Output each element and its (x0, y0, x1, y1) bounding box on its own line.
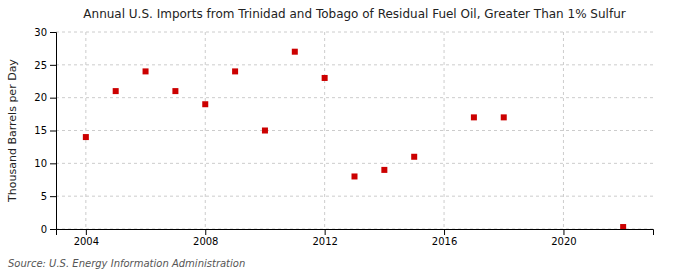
x-axis: 2004 2008 2012 2016 2020 (57, 229, 654, 247)
y-tick-label: 30 (34, 27, 47, 38)
y-tick-mark (50, 98, 56, 99)
grid-line-x (444, 32, 445, 229)
y-axis: 0 5 10 15 20 25 30 (34, 27, 56, 235)
point (471, 114, 477, 120)
y-tick: 25 (34, 60, 56, 71)
grid-line-y (56, 163, 653, 164)
y-tick: 15 (34, 125, 56, 136)
y-tick: 20 (34, 92, 56, 103)
point (411, 154, 417, 160)
point (83, 134, 89, 140)
points (83, 49, 626, 229)
x-tick-label: 2012 (312, 236, 337, 247)
x-tick: 2012 (312, 229, 337, 247)
x-axis-line (57, 230, 654, 236)
y-tick-mark (50, 32, 56, 33)
x-tick-label: 2020 (551, 236, 576, 247)
x-tick-mark (325, 229, 326, 235)
point (501, 114, 507, 120)
point (620, 224, 626, 229)
x-tick-label: 2008 (193, 236, 218, 247)
x-tick-mark (444, 229, 445, 235)
y-tick-label: 5 (41, 191, 47, 202)
y-tick-label: 15 (34, 125, 47, 136)
point (262, 128, 268, 134)
x-tick-label: 2016 (432, 236, 457, 247)
y-tick-mark (50, 65, 56, 66)
chart-container: 2004 2008 2012 2016 2020 0 5 10 15 20 25 30 Annual U… (0, 0, 675, 275)
point (143, 68, 149, 74)
y-tick: 10 (34, 158, 56, 169)
y-axis-line (50, 33, 57, 230)
point (381, 167, 387, 173)
y-tick-label: 0 (41, 224, 47, 235)
plot-area: 2004 2008 2012 2016 2020 0 5 10 15 20 25 30 (34, 27, 653, 247)
title: Annual U.S. Imports from Trinidad and To… (83, 7, 625, 21)
x-tick: 2004 (74, 229, 99, 247)
x-tick: 2016 (432, 229, 457, 247)
grid-line-x (85, 32, 86, 229)
y-tick: 0 (41, 224, 56, 235)
grid-line-x (563, 32, 564, 229)
y-tick: 30 (34, 27, 56, 38)
y-tick-label: 20 (34, 92, 47, 103)
point (232, 68, 238, 74)
y-tick-mark (50, 229, 56, 230)
x-tick-label: 2004 (74, 236, 99, 247)
y-tick-mark (50, 163, 56, 164)
point (322, 75, 328, 81)
grid (56, 32, 653, 229)
y-tick-label: 10 (34, 158, 47, 169)
point (352, 173, 358, 179)
x-tick: 2020 (551, 229, 576, 247)
x-tick-mark (563, 229, 564, 235)
chart: 2004 2008 2012 2016 2020 0 5 10 15 20 25 30 Annual U… (0, 0, 675, 275)
x-tick: 2008 (193, 229, 218, 247)
y-tick-label: 25 (34, 60, 47, 71)
point (292, 49, 298, 55)
point (202, 101, 208, 107)
source-note: Source: U.S. Energy Information Administ… (8, 258, 245, 269)
y-axis-label: Thousand Barrels per Day (6, 59, 19, 203)
point (172, 88, 178, 94)
grid-line-x (324, 32, 325, 229)
grid-line-x (205, 32, 206, 229)
x-tick-mark (205, 229, 206, 235)
y-tick-mark (50, 196, 56, 197)
y-tick: 5 (41, 191, 56, 202)
y-tick-mark (50, 131, 56, 132)
x-tick-mark (86, 229, 87, 235)
point (113, 88, 119, 94)
